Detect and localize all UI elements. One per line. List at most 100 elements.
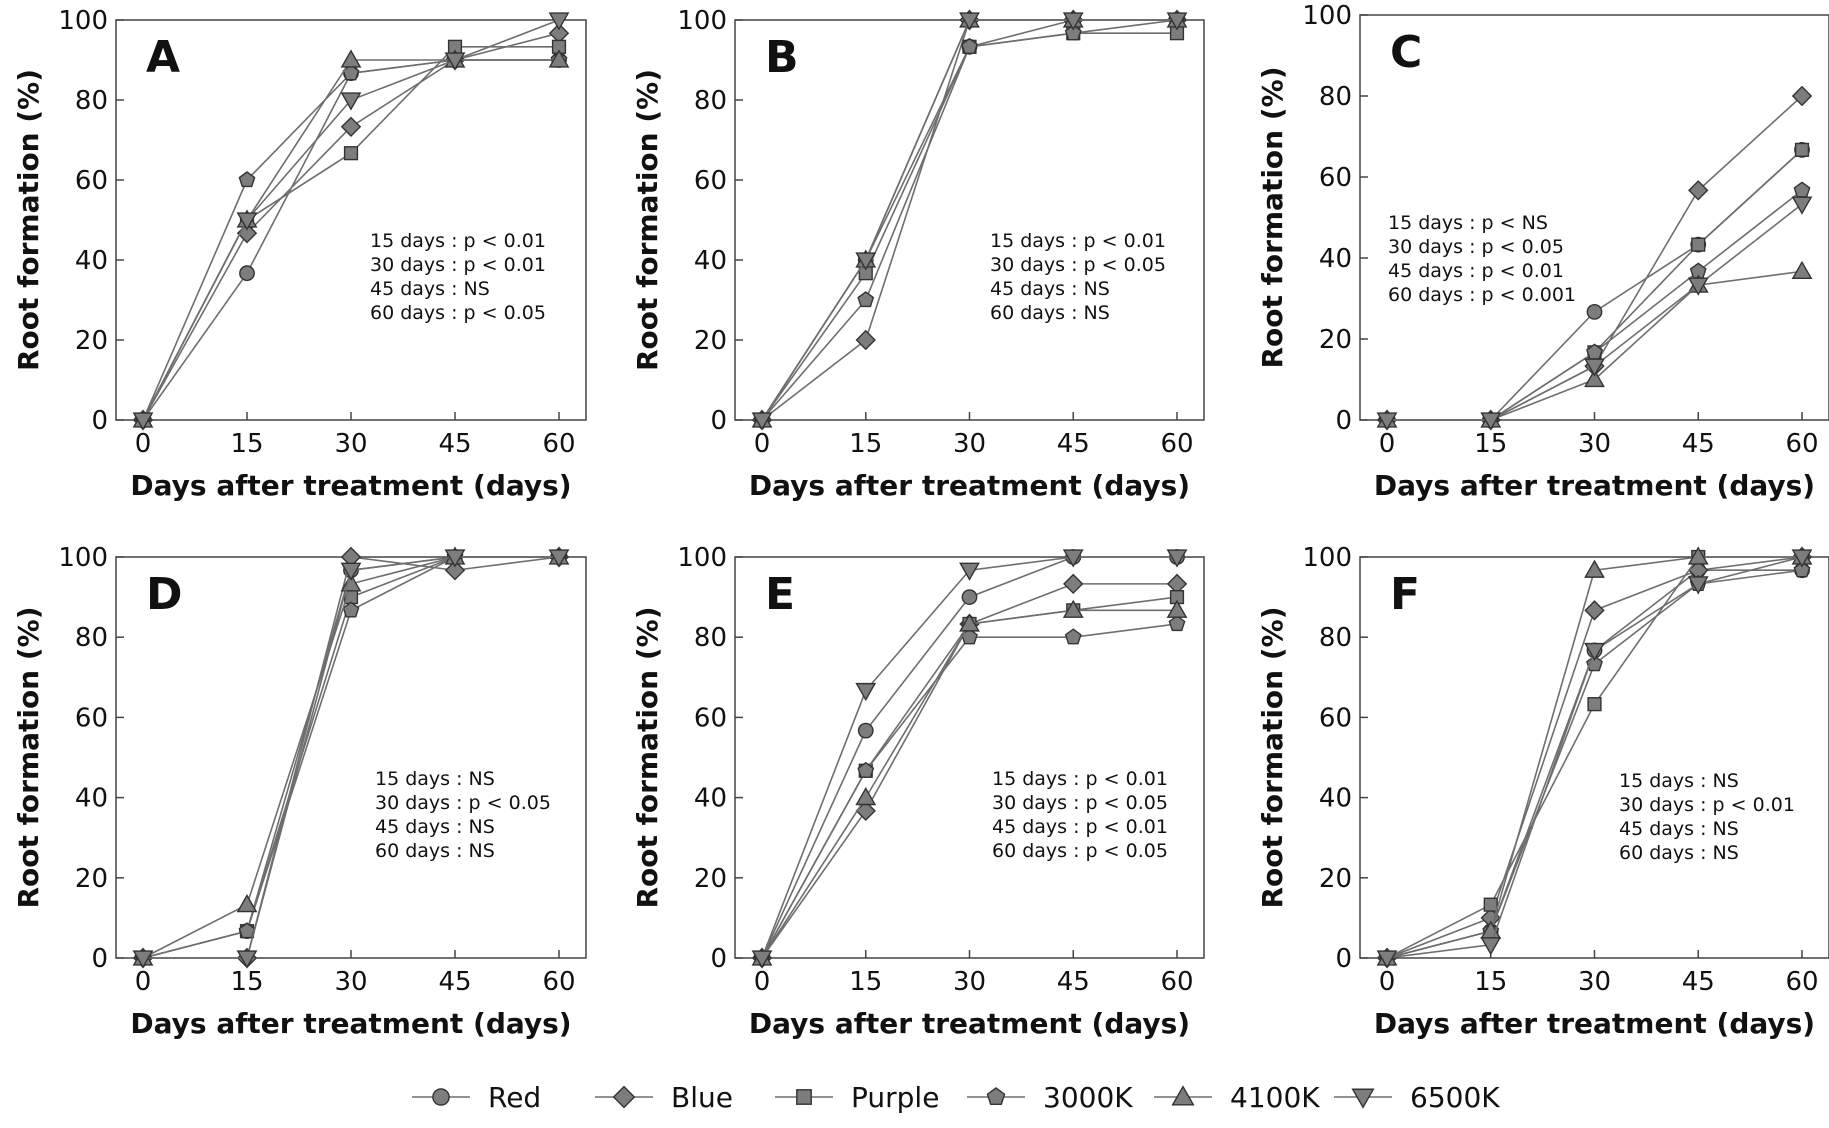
legend-marker	[1351, 1088, 1375, 1109]
y-axis-label: Root formation (%)	[12, 606, 45, 908]
data-point	[342, 601, 360, 618]
data-point	[236, 212, 258, 231]
x-tick-label: 45	[438, 967, 471, 997]
x-tick-label: 30	[334, 967, 367, 997]
significance-note: 45 days : p < 0.01	[992, 816, 1168, 838]
significance-note: 30 days : p < 0.05	[992, 792, 1168, 814]
legend-label: 4100K	[1230, 1081, 1320, 1114]
data-point	[340, 49, 362, 68]
data-point	[340, 562, 362, 581]
x-tick-label: 30	[1578, 429, 1611, 459]
data-point	[1687, 546, 1709, 565]
y-axis-label: Root formation (%)	[12, 69, 45, 371]
series-red	[1379, 562, 1810, 966]
data-point	[1483, 897, 1498, 912]
legend-entry-3000k: 3000K	[967, 1081, 1133, 1114]
data-point	[855, 682, 877, 702]
x-tick-label: 45	[438, 429, 471, 459]
data-point	[1062, 12, 1084, 31]
chart-panel-c: 0 20 40 60 80 100 0 15 30 45 60 Days after treatmen…	[1256, 1, 1829, 502]
data-point	[1064, 24, 1082, 41]
x-tick-label: 30	[334, 429, 367, 459]
series-line	[761, 32, 1177, 421]
x-axis-label: Days after treatment (days)	[130, 1007, 571, 1040]
legend-marker	[432, 1088, 450, 1106]
y-tick-label: 60	[694, 703, 727, 733]
chart-panel-b: 0 20 40 60 80 100 0 15 30 45 60 Days after treatmen…	[631, 6, 1205, 502]
data-point	[236, 894, 258, 913]
data-point	[1584, 642, 1605, 662]
series-6500k	[751, 549, 1188, 969]
chart-panel-f: 0 20 40 60 80 100 0 15 30 45 60 Days after treatmen…	[1256, 543, 1829, 1040]
panel-letter: B	[765, 32, 799, 83]
chart-panel-a: 0 20 40 60 80 100 0 15 30 45 60 Days after treatmen…	[12, 6, 587, 502]
significance-note: 30 days : p < 0.01	[1619, 794, 1795, 816]
series-line	[761, 623, 1178, 959]
x-tick-label: 60	[1785, 429, 1818, 459]
data-point	[1166, 599, 1188, 618]
data-point	[1791, 85, 1813, 107]
data-point	[1793, 561, 1811, 578]
x-tick-label: 0	[135, 967, 152, 997]
significance-note: 45 days : NS	[370, 278, 490, 300]
y-tick-label: 80	[694, 623, 727, 653]
data-point	[1480, 412, 1502, 431]
legend-entry-purple: Purple	[775, 1081, 939, 1114]
data-point	[1062, 549, 1084, 568]
data-point	[857, 761, 875, 778]
series-6500k	[132, 549, 570, 969]
data-point	[1791, 549, 1813, 568]
data-point	[751, 950, 773, 969]
data-point	[343, 146, 359, 161]
legend-label: 6500K	[1410, 1081, 1500, 1114]
data-point	[1688, 180, 1709, 201]
significance-note: 45 days : NS	[990, 278, 1110, 300]
series-purple	[754, 26, 1185, 428]
series-4100k	[751, 9, 1188, 428]
series-6500k	[751, 12, 1188, 431]
data-point	[444, 52, 466, 71]
series-3000k	[1378, 561, 1811, 966]
significance-note: 45 days : p < 0.01	[1388, 260, 1564, 282]
data-point	[132, 412, 154, 431]
y-tick-label: 100	[677, 543, 727, 573]
data-point	[1166, 12, 1188, 31]
data-point	[1376, 412, 1398, 431]
significance-note: 60 days : NS	[1619, 842, 1739, 864]
significance-note: 15 days : p < 0.01	[990, 230, 1166, 252]
x-tick-label: 60	[1785, 967, 1818, 997]
y-tick-label: 80	[1319, 623, 1352, 653]
y-axis-label: Root formation (%)	[631, 69, 664, 371]
legend-entry-4100k: 4100K	[1154, 1081, 1320, 1114]
x-tick-label: 0	[135, 429, 152, 459]
x-tick-label: 30	[953, 429, 986, 459]
data-point	[961, 589, 978, 605]
y-tick-label: 40	[75, 246, 108, 276]
panel-letter: E	[765, 569, 795, 620]
data-point	[1062, 599, 1084, 618]
data-point	[857, 722, 874, 739]
data-point	[1064, 628, 1082, 645]
y-tick-label: 80	[75, 623, 108, 653]
y-tick-label: 40	[75, 784, 108, 814]
y-tick-label: 40	[1319, 784, 1352, 814]
series-red	[754, 549, 1185, 966]
y-tick-label: 60	[1319, 163, 1352, 193]
legend-label: Red	[488, 1081, 541, 1114]
data-point	[238, 171, 256, 188]
x-tick-label: 0	[754, 429, 771, 459]
x-tick-label: 45	[1682, 967, 1715, 997]
data-point	[1168, 615, 1186, 632]
significance-note: 60 days : p < 0.05	[992, 840, 1168, 862]
data-point	[1791, 196, 1813, 215]
series-blue	[751, 9, 1188, 431]
y-tick-label: 20	[694, 326, 727, 356]
x-tick-label: 60	[542, 967, 575, 997]
series-line	[1386, 569, 1803, 959]
series-blue	[132, 23, 570, 431]
data-point	[444, 560, 466, 581]
y-axis-label: Root formation (%)	[1256, 606, 1289, 908]
x-tick-label: 60	[542, 429, 575, 459]
x-tick-label: 30	[1578, 967, 1611, 997]
